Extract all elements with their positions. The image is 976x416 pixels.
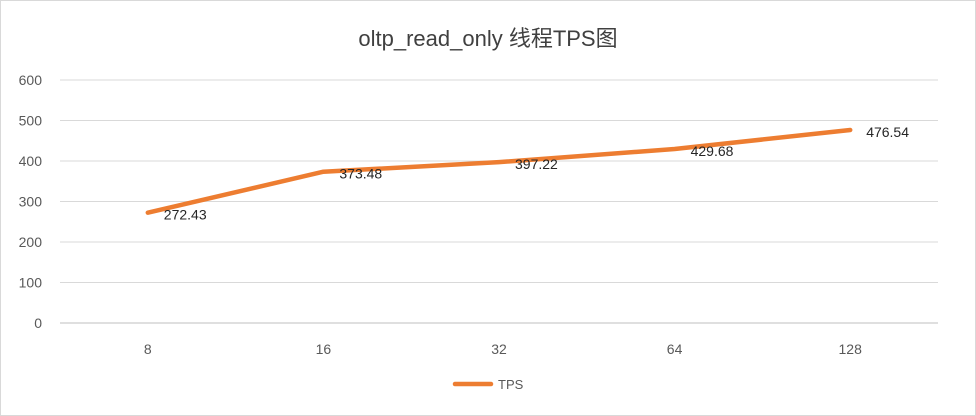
x-tick-label: 32 — [491, 341, 507, 357]
series-line-tps — [145, 127, 853, 215]
legend: TPS — [452, 377, 524, 392]
data-label: 397.22 — [515, 156, 558, 172]
y-tick-label: 200 — [19, 234, 43, 250]
x-tick-label: 64 — [667, 341, 683, 357]
chart-title: oltp_read_only 线程TPS图 — [358, 26, 617, 51]
x-tick-label: 16 — [316, 341, 332, 357]
y-axis-tick-labels: 0 100 200 300 400 500 600 — [19, 72, 43, 331]
y-tick-label: 100 — [19, 275, 43, 291]
y-tick-label: 600 — [19, 72, 43, 88]
legend-label: TPS — [498, 377, 524, 392]
data-labels: 272.43 373.48 397.22 429.68 476.54 — [164, 124, 909, 223]
y-tick-label: 400 — [19, 153, 43, 169]
x-tick-label: 8 — [144, 341, 152, 357]
y-tick-label: 0 — [34, 315, 42, 331]
data-label: 373.48 — [339, 166, 382, 182]
data-label: 429.68 — [691, 143, 734, 159]
x-axis-tick-labels: 8 16 32 64 128 — [144, 341, 862, 357]
data-label: 272.43 — [164, 207, 207, 223]
data-label: 476.54 — [866, 124, 909, 140]
y-tick-label: 300 — [19, 194, 43, 210]
y-tick-label: 500 — [19, 113, 43, 129]
x-tick-label: 128 — [839, 341, 863, 357]
series-lines — [145, 127, 853, 215]
